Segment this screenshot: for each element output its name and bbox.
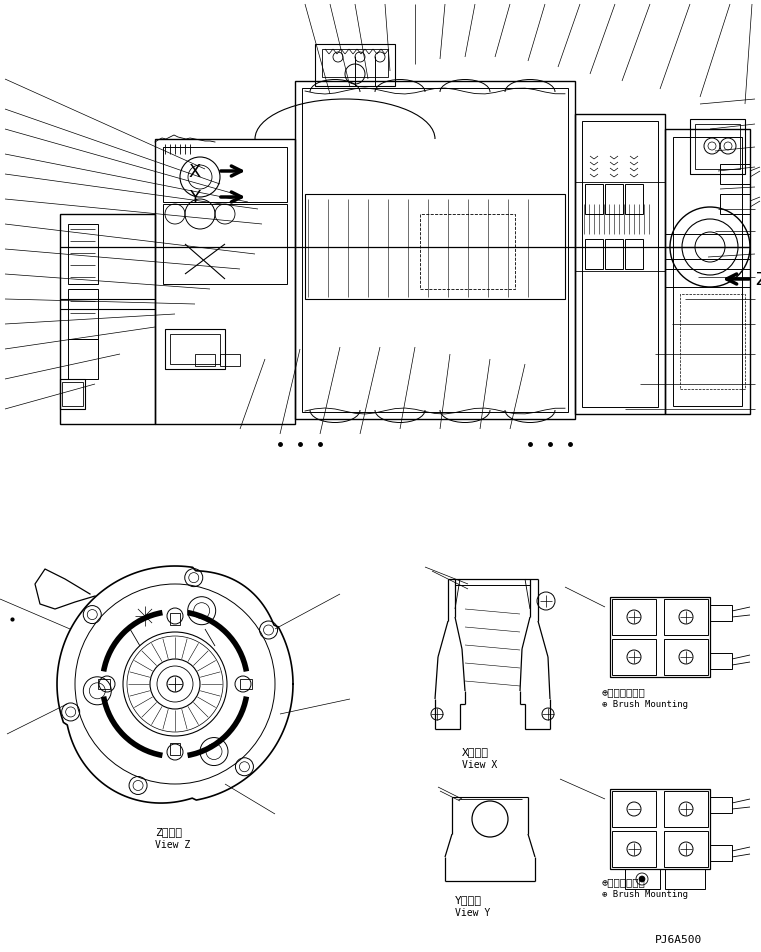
Bar bbox=[664, 831, 708, 867]
Bar bbox=[625, 869, 660, 889]
Bar bbox=[60, 215, 155, 425]
Bar bbox=[68, 340, 98, 380]
Bar bbox=[665, 269, 750, 288]
Bar bbox=[710, 653, 732, 669]
Bar bbox=[98, 680, 110, 689]
Text: Z　　視: Z 視 bbox=[155, 826, 182, 836]
Bar bbox=[605, 185, 623, 215]
Bar bbox=[302, 89, 568, 412]
Bar bbox=[710, 605, 732, 622]
Bar bbox=[720, 165, 750, 185]
Bar bbox=[575, 115, 665, 414]
Bar bbox=[612, 640, 656, 675]
Bar bbox=[68, 225, 98, 285]
Text: Z: Z bbox=[755, 270, 761, 288]
Bar bbox=[60, 380, 85, 409]
Bar bbox=[582, 122, 658, 407]
Bar bbox=[155, 140, 295, 425]
Bar bbox=[665, 869, 705, 889]
Text: Y　　視: Y 視 bbox=[455, 894, 482, 904]
Bar bbox=[680, 295, 745, 389]
Bar bbox=[315, 45, 395, 87]
Bar bbox=[220, 355, 240, 367]
Bar bbox=[420, 215, 515, 289]
Bar bbox=[625, 240, 643, 269]
Text: View Z: View Z bbox=[155, 839, 190, 849]
Bar bbox=[612, 831, 656, 867]
Bar bbox=[612, 600, 656, 635]
Circle shape bbox=[639, 876, 645, 883]
Bar bbox=[195, 355, 215, 367]
Bar bbox=[664, 640, 708, 675]
Bar bbox=[305, 195, 565, 300]
Bar bbox=[62, 383, 83, 407]
Text: View Y: View Y bbox=[455, 907, 490, 917]
Text: ⊕ Brush Mounting: ⊕ Brush Mounting bbox=[602, 889, 688, 899]
Text: View X: View X bbox=[462, 759, 497, 769]
Bar bbox=[605, 240, 623, 269]
Bar bbox=[585, 240, 603, 269]
Text: X: X bbox=[189, 163, 201, 181]
Bar bbox=[610, 597, 710, 677]
Text: X　　視: X 視 bbox=[462, 746, 489, 756]
Bar bbox=[673, 138, 742, 407]
Bar bbox=[163, 205, 287, 285]
Bar bbox=[690, 120, 745, 175]
Bar bbox=[665, 235, 750, 260]
Bar bbox=[664, 791, 708, 827]
Bar bbox=[163, 148, 287, 203]
Bar bbox=[720, 195, 750, 215]
Bar bbox=[710, 797, 732, 813]
Text: ⊕ Brush Mounting: ⊕ Brush Mounting bbox=[602, 700, 688, 708]
Bar bbox=[170, 744, 180, 755]
Bar bbox=[664, 600, 708, 635]
Bar bbox=[585, 185, 603, 215]
Bar bbox=[625, 185, 643, 215]
Bar bbox=[68, 289, 98, 340]
Text: ⊕ブラシ取付法: ⊕ブラシ取付法 bbox=[602, 876, 646, 886]
Text: Y: Y bbox=[189, 188, 200, 207]
Bar bbox=[170, 613, 180, 625]
Bar bbox=[710, 845, 732, 862]
Bar bbox=[612, 791, 656, 827]
Bar bbox=[610, 789, 710, 869]
Bar bbox=[322, 50, 388, 78]
Bar bbox=[695, 125, 740, 169]
Bar bbox=[165, 329, 225, 369]
Bar bbox=[170, 335, 220, 365]
Text: ⊕ブラシ取付法: ⊕ブラシ取付法 bbox=[602, 686, 646, 696]
Bar bbox=[665, 129, 750, 414]
Bar bbox=[295, 82, 575, 420]
Bar bbox=[240, 680, 252, 689]
Text: PJ6A500: PJ6A500 bbox=[655, 934, 702, 944]
